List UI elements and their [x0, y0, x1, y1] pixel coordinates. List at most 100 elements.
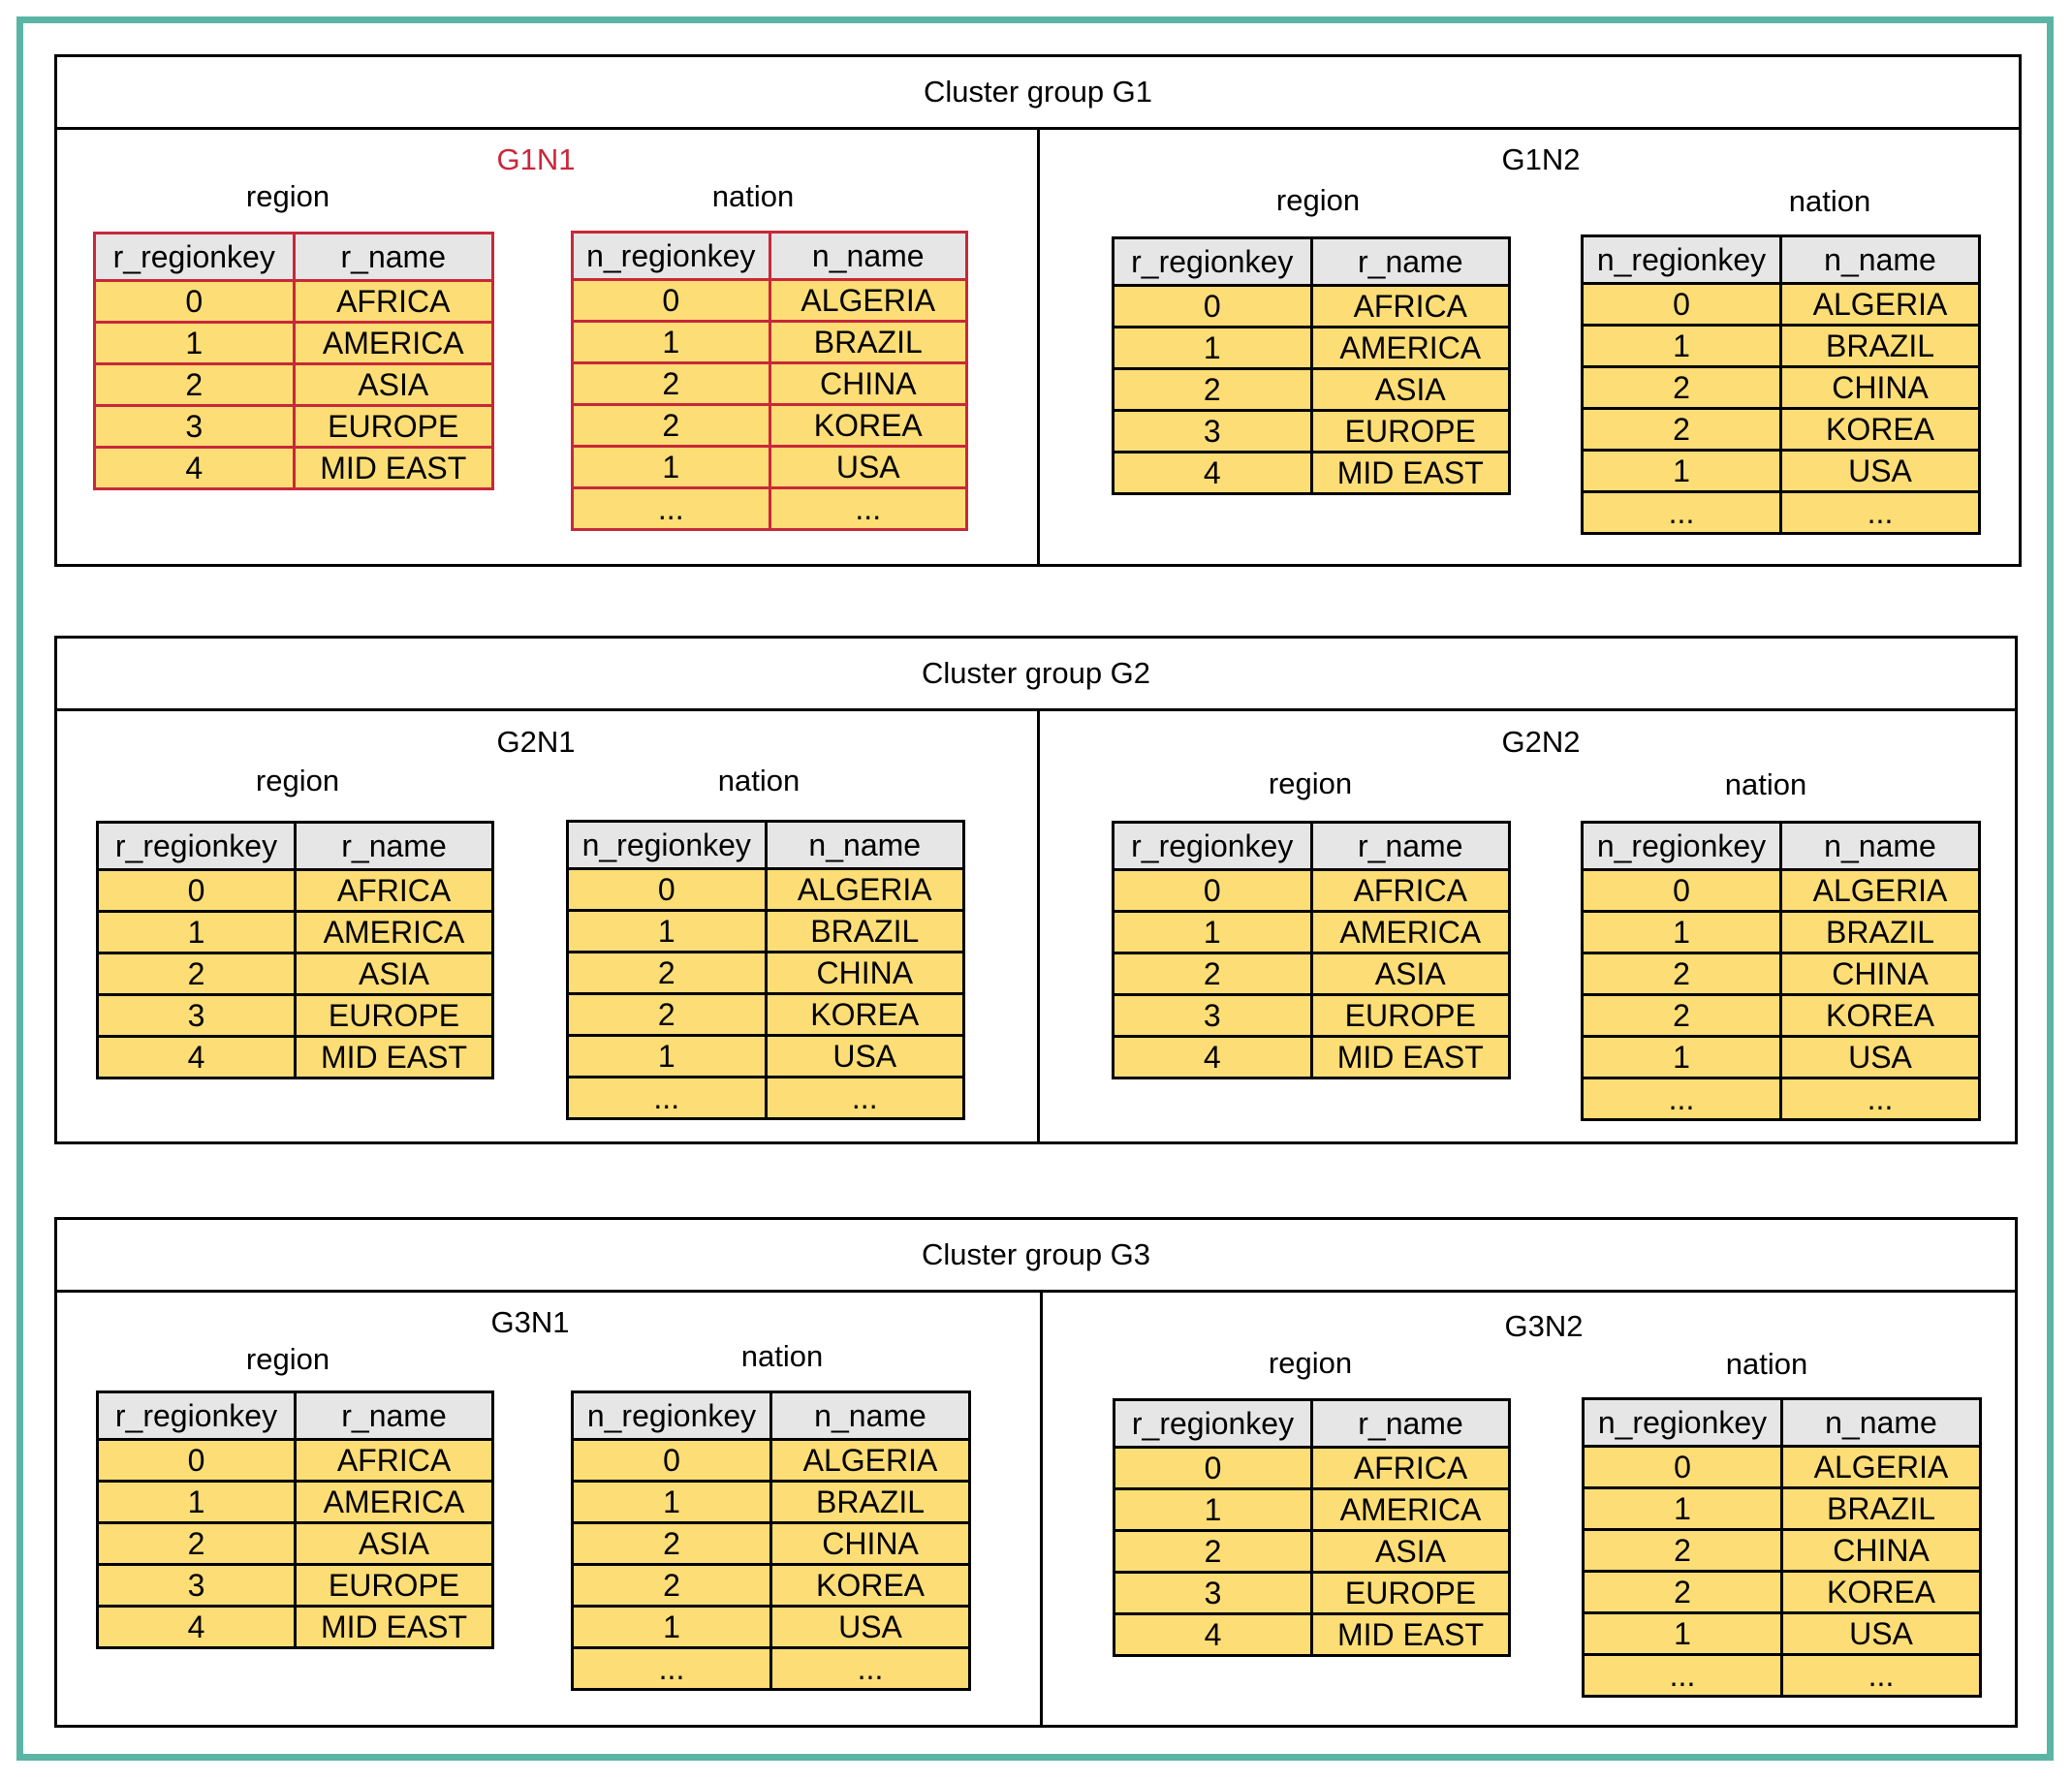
table-cell: 3 [1113, 1571, 1313, 1615]
table-cell: 2 [1582, 1528, 1783, 1573]
node-label-g3n2: G3N2 [1504, 1309, 1584, 1343]
table-cell: 4 [1113, 1612, 1313, 1657]
table-cell: AFRICA [294, 868, 494, 913]
table-cell: MID EAST [294, 1605, 494, 1649]
table-header-row: r_regionkey r_name [1112, 821, 1511, 871]
table-cell: 3 [1112, 409, 1313, 453]
table-cell: 0 [1581, 282, 1782, 327]
table-row: 1 BRAZIL [1581, 324, 1981, 368]
table-row: 2 ASIA [93, 362, 494, 407]
table-cell: AFRICA [292, 279, 494, 324]
table-cell: KOREA [768, 403, 968, 448]
nation-table-label: nation [1725, 1347, 1808, 1381]
table-row: 4 MID EAST [1113, 1612, 1511, 1657]
column-header: r_regionkey [93, 232, 296, 282]
column-header: r_name [1309, 236, 1511, 287]
table-row: 2 CHINA [571, 1521, 971, 1566]
table-cell: 4 [96, 1035, 297, 1079]
table-cell: 1 [1581, 910, 1782, 954]
table-cell: ... [768, 486, 968, 531]
table-cell: 1 [571, 320, 771, 364]
nation-table-label: nation [1788, 184, 1871, 218]
region-table: r_regionkey r_name 0 AFRICA 1 AMERICA 2 ASIA 3 EU… [1112, 236, 1511, 495]
cluster-group-g2: Cluster group G2 G2N1 region nation r_re… [54, 636, 2018, 1144]
table-row: 1 BRAZIL [571, 320, 968, 364]
column-header: r_regionkey [1112, 821, 1313, 871]
table-cell: 2 [96, 952, 297, 996]
table-cell: ALGERIA [1780, 1445, 1982, 1489]
table-header-row: n_regionkey n_name [566, 820, 965, 870]
node-label-g1n2: G1N2 [1501, 142, 1581, 176]
table-cell: ASIA [1309, 952, 1511, 996]
table-cell: 2 [571, 361, 771, 406]
table-cell: EUROPE [294, 993, 494, 1038]
table-cell: AMERICA [292, 321, 494, 365]
table-row: 0 ALGERIA [1581, 282, 1981, 327]
table-cell: USA [768, 445, 968, 489]
table-cell: EUROPE [1310, 1571, 1511, 1615]
column-header: r_name [294, 1390, 494, 1441]
table-row: 4 MID EAST [1112, 1035, 1511, 1079]
table-cell: 0 [1581, 868, 1782, 913]
table-header-row: n_regionkey n_name [571, 231, 968, 281]
table-row: 2 KOREA [1582, 1570, 1982, 1614]
table-row: ...... [1581, 1077, 1981, 1121]
table-cell: 1 [1112, 326, 1313, 370]
table-row: 2 ASIA [96, 1521, 494, 1566]
table-row: 0 ALGERIA [1582, 1445, 1982, 1489]
table-cell: KOREA [769, 1563, 971, 1608]
node-label-g1n1: G1N1 [496, 142, 576, 176]
nation-table: n_regionkey n_name 0 ALGERIA 1 BRAZIL 2 CHINA 2 K… [566, 820, 965, 1120]
table-cell: 0 [1112, 284, 1313, 328]
table-cell: 4 [93, 446, 296, 490]
table-cell: 4 [1112, 451, 1313, 495]
region-table: r_regionkey r_name 0 AFRICA 1 AMERICA 2 ASIA 3 EU… [96, 1390, 494, 1649]
column-header: r_name [1309, 821, 1511, 871]
table-row: 2 ASIA [1113, 1529, 1511, 1574]
table-row: 1 USA [566, 1034, 965, 1078]
table-cell: 2 [96, 1521, 297, 1566]
outer-frame [16, 16, 2054, 1761]
table-cell: AMERICA [1309, 910, 1511, 954]
nation-table: n_regionkey n_name 0 ALGERIA 1 BRAZIL 2 CHINA 2 K… [571, 1390, 971, 1691]
table-cell: 1 [571, 445, 771, 489]
table-cell: ... [1581, 1077, 1782, 1121]
table-cell: MID EAST [294, 1035, 494, 1079]
table-row: 0 ALGERIA [1581, 868, 1981, 913]
column-header: n_name [1779, 234, 1981, 285]
table-row: ...... [571, 486, 968, 531]
table-row: 3 EUROPE [93, 404, 494, 449]
column-header: r_regionkey [96, 821, 297, 871]
table-row: 1 AMERICA [93, 321, 494, 365]
column-header: n_regionkey [571, 231, 771, 281]
table-cell: BRAZIL [1779, 910, 1981, 954]
table-row: 0 ALGERIA [571, 1438, 971, 1483]
table-cell: EUROPE [1309, 993, 1511, 1038]
table-row: 1 AMERICA [96, 1480, 494, 1524]
table-cell: AMERICA [294, 910, 494, 954]
region-table: r_regionkey r_name 0 AFRICA 1 AMERICA 2 ASIA 3 EU… [96, 821, 494, 1079]
table-row: 3 EUROPE [1112, 993, 1511, 1038]
table-cell: CHINA [764, 951, 965, 995]
table-cell: ALGERIA [768, 278, 968, 323]
table-cell: AFRICA [1309, 868, 1511, 913]
table-row: 3 EUROPE [96, 1563, 494, 1608]
table-row: 2 KOREA [571, 403, 968, 448]
table-cell: 2 [1112, 367, 1313, 412]
table-cell: EUROPE [1309, 409, 1511, 453]
table-row: 2 CHINA [1581, 952, 1981, 996]
table-cell: KOREA [1779, 407, 1981, 452]
column-header: n_name [768, 231, 968, 281]
table-header-row: n_regionkey n_name [1582, 1397, 1982, 1448]
column-header: n_regionkey [566, 820, 768, 870]
table-row: 1 BRAZIL [566, 909, 965, 953]
table-cell: ... [566, 1076, 768, 1120]
table-cell: ALGERIA [1779, 868, 1981, 913]
table-cell: ... [1779, 1077, 1981, 1121]
column-header: r_regionkey [96, 1390, 297, 1441]
table-row: ...... [571, 1646, 971, 1691]
table-row: 2 KOREA [566, 992, 965, 1037]
node-divider [1040, 1293, 1043, 1725]
table-row: 2 KOREA [1581, 993, 1981, 1038]
table-cell: MID EAST [1309, 1035, 1511, 1079]
